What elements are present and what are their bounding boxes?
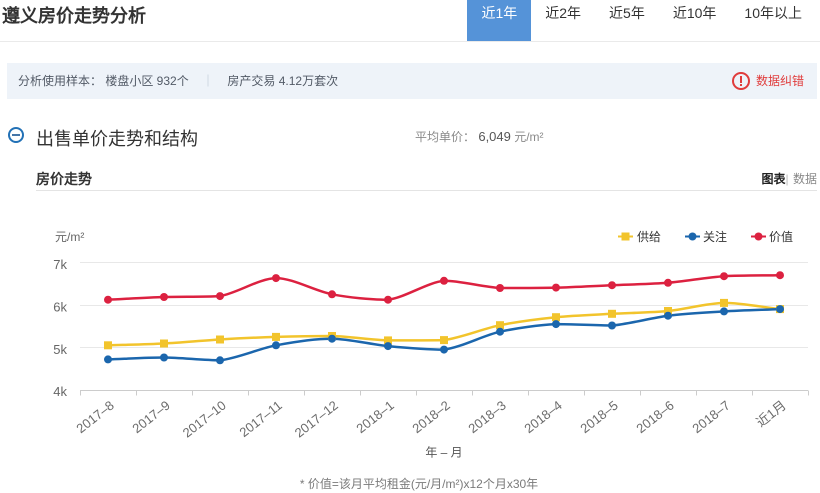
svg-text:2017–8: 2017–8 — [73, 398, 116, 437]
svg-text:供给: 供给 — [637, 230, 661, 244]
svg-text:2018–5: 2018–5 — [577, 398, 620, 437]
svg-text:年 – 月: 年 – 月 — [425, 446, 462, 460]
svg-text:2017–9: 2017–9 — [129, 398, 172, 437]
svg-text:5k: 5k — [53, 342, 67, 357]
svg-text:近1月: 近1月 — [753, 398, 788, 430]
svg-text:* 价值=该月平均租金(元/月/m²)x12个月x30年: * 价值=该月平均租金(元/月/m²)x12个月x30年 — [300, 476, 538, 491]
svg-text:7k: 7k — [53, 257, 67, 272]
svg-text:2017–10: 2017–10 — [180, 398, 229, 441]
svg-text:价值: 价值 — [769, 229, 793, 244]
svg-text:2017–11: 2017–11 — [236, 398, 284, 440]
svg-text:2018–2: 2018–2 — [409, 398, 452, 437]
svg-text:2018–1: 2018–1 — [353, 398, 396, 437]
svg-text:6k: 6k — [53, 300, 67, 315]
svg-text:2018–6: 2018–6 — [633, 398, 676, 437]
svg-text:4k: 4k — [53, 384, 67, 399]
svg-text:2018–7: 2018–7 — [689, 398, 732, 437]
svg-text:关注: 关注 — [703, 229, 727, 244]
svg-text:2017–12: 2017–12 — [292, 398, 341, 441]
svg-text:2018–3: 2018–3 — [465, 398, 508, 437]
svg-text:元/m²: 元/m² — [55, 230, 84, 244]
svg-text:2018–4: 2018–4 — [521, 398, 564, 437]
